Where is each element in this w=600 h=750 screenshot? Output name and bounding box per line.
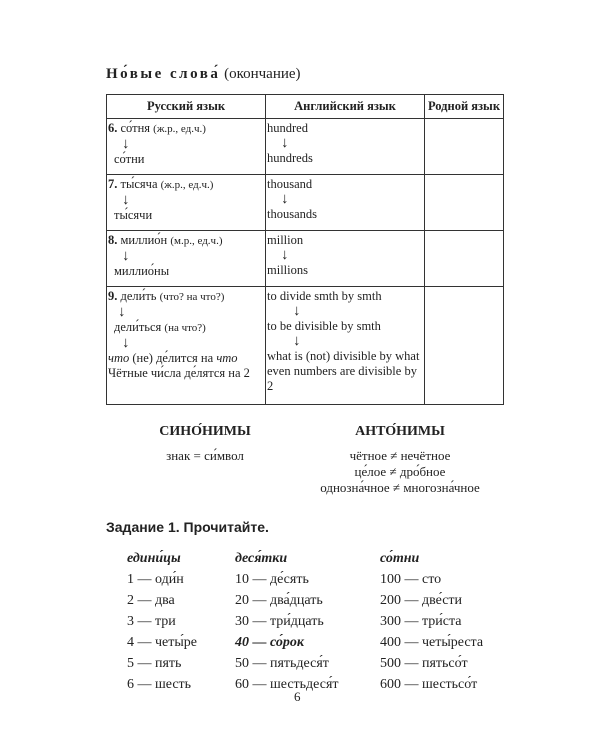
list-item-highlighted: 40 — со́рок xyxy=(235,635,304,650)
arrow-down-icon: ↓ xyxy=(281,247,289,263)
synonyms-block: СИНО́НИМЫ знак = си́мвол xyxy=(130,424,280,464)
page-number: 6 xyxy=(294,689,301,704)
antonym-item: це́лое ≠ дро́бное xyxy=(354,464,446,479)
header-russian: Русский язык xyxy=(106,94,266,119)
list-item: 500 — пятьсо́т xyxy=(380,656,468,671)
antonym-item: чётное ≠ нечётное xyxy=(349,448,451,463)
header-native: Родной язык xyxy=(424,94,504,119)
list-item: 300 — три́ста xyxy=(380,614,462,629)
cell-native xyxy=(424,286,504,405)
arrow-down-icon: ↓ xyxy=(122,248,130,264)
table-header-row: Русский язык Английский язык Родной язык xyxy=(106,94,504,119)
vocabulary-table: Русский язык Английский язык Родной язык… xyxy=(106,94,504,405)
title-rest: (окончание) xyxy=(224,66,301,82)
list-item: 1 — оди́н xyxy=(127,572,184,587)
cell-russian: 9. дели́ть (что? на что?) ↓ дели́ться (на … xyxy=(106,286,266,405)
arrow-down-icon: ↓ xyxy=(293,333,301,349)
synonyms-heading: СИНО́НИМЫ xyxy=(159,424,251,439)
cell-native xyxy=(424,230,504,287)
list-item: 5 — пять xyxy=(127,656,182,671)
cell-native xyxy=(424,174,504,231)
column-heading: едини́цы xyxy=(127,551,181,566)
section-title: Но́вые слова́ (окончание) xyxy=(106,66,301,83)
column-tens: деся́тки 10 — де́сять 20 — два́дцать 30 … xyxy=(235,548,339,695)
cell-english: hundred ↓ hundreds xyxy=(265,118,425,175)
cell-english: to divide smth by smth ↓ to be divisible b… xyxy=(265,286,425,405)
table-row: 9. дели́ть (что? на что?) ↓ дели́ться (на … xyxy=(106,286,504,405)
table-row: 6. со́тня (ж.р., ед.ч.) ↓ со́тни hundred ↓ h… xyxy=(106,118,504,175)
list-item: 20 — два́дцать xyxy=(235,593,323,608)
list-item: 400 — четы́реста xyxy=(380,635,484,650)
cell-english: million ↓ millions xyxy=(265,230,425,287)
antonym-item: однозна́чное ≠ многозна́чное xyxy=(320,480,480,495)
cell-english: thousand ↓ thousands xyxy=(265,174,425,231)
list-item: 10 — де́сять xyxy=(235,572,309,587)
list-item: 3 — три xyxy=(127,614,176,629)
list-item: 60 — шестьдеся́т xyxy=(235,677,339,692)
synonym-item: знак = си́мвол xyxy=(166,448,244,463)
cell-native xyxy=(424,118,504,175)
column-units: едини́цы 1 — оди́н 2 — два 3 — три 4 — ч… xyxy=(127,548,197,695)
antonyms-block: АНТО́НИМЫ чётное ≠ нечётное це́лое ≠ дро… xyxy=(300,424,500,496)
list-item: 200 — две́сти xyxy=(380,593,463,608)
cell-russian: 7. ты́сяча (ж.р., ед.ч.) ↓ ты́сячи xyxy=(106,174,266,231)
arrow-down-icon: ↓ xyxy=(281,135,289,151)
cell-russian: 8. миллио́н (м.р., ед.ч.) ↓ миллио́ны xyxy=(106,230,266,287)
list-item: 600 — шестьсо́т xyxy=(380,677,478,692)
list-item: 6 — шесть xyxy=(127,677,192,692)
cell-russian: 6. со́тня (ж.р., ед.ч.) ↓ со́тни xyxy=(106,118,266,175)
arrow-down-icon: ↓ xyxy=(122,335,130,351)
table-row: 8. миллио́н (м.р., ед.ч.) ↓ миллио́ны mill… xyxy=(106,230,504,287)
task-heading: Задание 1. Прочитайте. xyxy=(106,519,269,535)
list-item: 100 — сто xyxy=(380,572,442,587)
arrow-down-icon: ↓ xyxy=(281,191,289,207)
header-english: Английский язык xyxy=(265,94,425,119)
arrow-down-icon: ↓ xyxy=(122,192,130,208)
arrow-down-icon: ↓ xyxy=(122,136,130,152)
list-item: 4 — четы́ре xyxy=(127,635,197,650)
title-bold: Но́вые слова́ xyxy=(106,66,221,82)
column-heading: со́тни xyxy=(380,551,420,566)
column-heading: деся́тки xyxy=(235,551,288,566)
column-hundreds: со́тни 100 — сто 200 — две́сти 300 — три… xyxy=(380,548,483,695)
antonyms-heading: АНТО́НИМЫ xyxy=(355,424,445,439)
list-item: 30 — три́дцать xyxy=(235,614,324,629)
table-row: 7. ты́сяча (ж.р., ед.ч.) ↓ ты́сячи thousan… xyxy=(106,174,504,231)
list-item: 2 — два xyxy=(127,593,175,608)
arrow-down-icon: ↓ xyxy=(293,303,301,319)
arrow-down-icon: ↓ xyxy=(118,304,126,320)
list-item: 50 — пятьдеся́т xyxy=(235,656,329,671)
